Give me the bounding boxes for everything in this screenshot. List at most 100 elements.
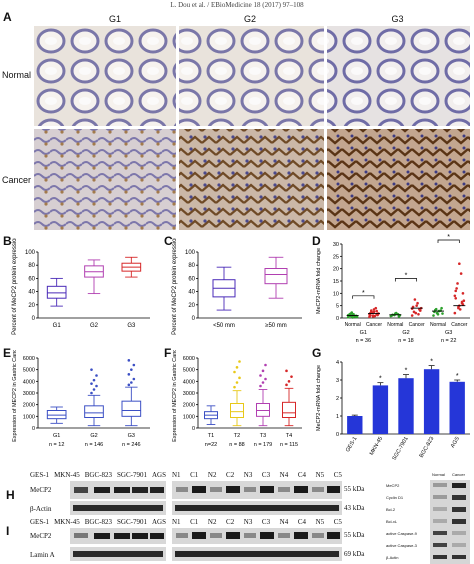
- y-tick-label: 60: [28, 276, 35, 282]
- outlier-point: [259, 374, 262, 377]
- lane-label: C5: [333, 471, 342, 479]
- box: [46, 285, 67, 299]
- y-tick-label: 20: [333, 267, 339, 273]
- y-tick-label: 0: [32, 426, 35, 432]
- data-point: [432, 314, 435, 317]
- lane-label: C3: [261, 471, 271, 479]
- ihc-micrograph-grid: [34, 26, 470, 230]
- y-tick-label: 2000: [23, 403, 35, 409]
- lane-label: SGC-7901: [117, 471, 147, 479]
- bar: [398, 378, 414, 434]
- box: [121, 400, 142, 417]
- n-label: n = 115: [280, 442, 298, 448]
- panel-letter-c: C: [164, 234, 173, 248]
- y-tick-label: 10: [333, 291, 339, 297]
- outlier-point: [127, 359, 131, 362]
- outlier-point: [233, 385, 236, 389]
- y-tick-label: 4: [336, 360, 339, 366]
- n-label: n=22: [205, 442, 217, 448]
- kda-label: 43 kDa: [344, 504, 365, 512]
- data-point: [453, 311, 457, 315]
- box: [84, 405, 104, 418]
- data-point: [461, 292, 465, 295]
- blot-i-mid: N1 C1 N2 C2 N3 C3 N4 C4 N5 C5 55 kDa 69 …: [172, 518, 372, 564]
- x-tick-label: ≥50 mm: [265, 323, 287, 329]
- data-point: [416, 301, 419, 305]
- lane-label: AGS: [151, 471, 166, 479]
- blot-band-mecp2: [70, 481, 166, 499]
- x-tick-label: BGC-823: [419, 436, 436, 459]
- data-point: [461, 303, 465, 306]
- micrograph-cancer-g1: [34, 129, 176, 230]
- outlier-point: [127, 373, 131, 376]
- blot-i-left: GES-1 MKN-45 BGC-823 SGC-7901 AGS MeCP2 …: [30, 518, 166, 564]
- outlier-point: [285, 383, 288, 387]
- micrograph-normal-g1: [34, 26, 176, 126]
- micrograph-normal-g2: [179, 26, 324, 126]
- y-tick-label: 15: [333, 279, 339, 285]
- y-axis-title: Expression of MECP2 in Gastric Cancer: [12, 350, 18, 442]
- lane-label: N2: [207, 518, 217, 526]
- outlier-point: [259, 384, 262, 388]
- box: [256, 403, 270, 417]
- y-tick-label: 2000: [183, 403, 195, 409]
- outlier-point: [235, 381, 239, 384]
- lane-label: MKN-45: [54, 471, 80, 479]
- significance-star: *: [447, 234, 450, 241]
- lane-label: N3: [243, 471, 253, 479]
- chart-b: 0 20 40 60 80 100 Percent of MeCP2 protein exp…: [12, 238, 150, 335]
- x-tick-label: T1: [208, 433, 214, 439]
- significance-bracket: [352, 295, 375, 299]
- x-tick-label: Normal: [430, 322, 446, 328]
- outlier-point: [264, 363, 267, 367]
- significance-star: *: [405, 368, 408, 375]
- group-n-label: n = 22: [441, 338, 456, 344]
- data-point: [371, 315, 375, 318]
- data-point: [458, 308, 462, 311]
- data-point: [413, 298, 417, 301]
- panel-letter-e: E: [3, 346, 12, 360]
- x-tick-label: SGC-7901: [392, 436, 410, 462]
- x-tick-label: Cancer: [451, 322, 467, 328]
- data-point: [459, 272, 463, 275]
- blot-row-label: active Caspase-3: [386, 543, 417, 548]
- micrograph-cancer-g2: [179, 129, 324, 230]
- x-tick-label: G3: [128, 433, 135, 439]
- row-label-normal: Normal: [2, 70, 32, 80]
- panel-letter-i: I: [6, 524, 10, 538]
- y-tick-label: 4000: [183, 379, 195, 385]
- outlier-point: [95, 374, 98, 377]
- significance-star: *: [405, 273, 408, 280]
- kda-label: 55 kDa: [344, 531, 365, 539]
- panel-letter-d: D: [312, 234, 321, 248]
- blot-h-right: Normal Cancer MeCP2 Cyclin D1 Bcl-2 Bcl-…: [386, 472, 472, 564]
- lane-label: MKN-45: [54, 518, 80, 526]
- blot-band-actin: [172, 501, 342, 515]
- x-tick-label: T2: [234, 433, 240, 439]
- outlier-point: [285, 369, 288, 373]
- data-point: [369, 313, 372, 317]
- significance-star: *: [379, 376, 382, 383]
- lane-label: N1: [172, 471, 181, 479]
- y-tick-label: 5: [336, 304, 339, 310]
- blot-h-left-lanes: GES-1 MKN-45 BGC-823 SGC-7901 AGS: [30, 471, 166, 479]
- y-tick-label: 40: [188, 290, 195, 296]
- y-tick-label: 60: [188, 276, 195, 282]
- lane-label: C3: [261, 518, 271, 526]
- lane-label: N5: [315, 471, 325, 479]
- y-tick-label: 1: [336, 414, 339, 420]
- lane-label: C2: [226, 471, 235, 479]
- lane-label: GES-1: [30, 471, 50, 479]
- data-point: [412, 310, 416, 314]
- data-point: [375, 309, 378, 313]
- bar: [372, 385, 389, 434]
- data-point: [370, 310, 373, 314]
- y-tick-label: 2: [336, 396, 339, 402]
- blot-band-mecp2: [172, 481, 342, 499]
- outlier-point: [287, 380, 291, 383]
- panel-letter-b: B: [3, 234, 12, 248]
- blot-row-label: active Caspase-9: [386, 531, 417, 536]
- significance-bracket: [394, 278, 418, 282]
- y-tick-label: 20: [188, 303, 195, 309]
- y-tick-label: 80: [188, 263, 195, 269]
